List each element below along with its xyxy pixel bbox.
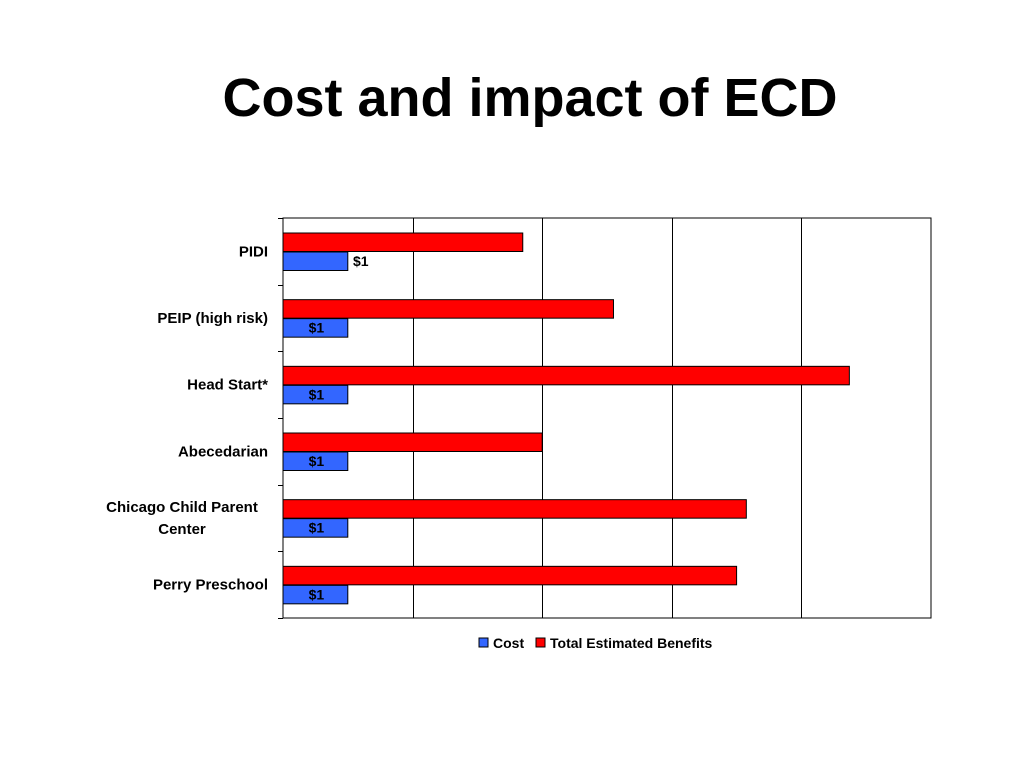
cost-data-label: $1	[309, 386, 325, 402]
cost-data-label: $1	[309, 453, 325, 469]
legend: Cost Total Estimated Benefits	[478, 635, 713, 651]
category-label: Abecedarian	[178, 443, 268, 460]
cost-data-label: $1	[309, 586, 325, 602]
bar-cost	[282, 518, 349, 538]
cost-data-label: $1	[309, 520, 325, 536]
gridlines	[278, 217, 932, 619]
cost-data-label: $1	[309, 320, 325, 336]
category-label: Perry Preschool	[153, 577, 268, 594]
legend-swatch-benefits	[535, 637, 546, 648]
bar-total-estimated-benefits	[282, 432, 543, 452]
slide-title: Cost and impact of ECD	[222, 68, 838, 128]
legend-swatch-cost	[478, 637, 489, 648]
bar-cost	[282, 384, 349, 405]
category-label: Chicago Child Parent Center	[106, 499, 258, 538]
bars	[282, 232, 850, 605]
category-label: PEIP (high risk)	[157, 310, 268, 327]
category-labels: $1 PIDI $1 PEIP (high risk) $1 Head Start* $1 A…	[106, 243, 369, 602]
plot-area-border	[282, 217, 932, 619]
legend-label: Cost	[493, 635, 524, 651]
category-label: Head Start*	[187, 377, 268, 394]
bar-cost	[282, 451, 349, 471]
cost-data-label: $1	[353, 253, 369, 269]
legend-label: Total Estimated Benefits	[550, 635, 713, 651]
bar-total-estimated-benefits	[282, 565, 738, 586]
bar-total-estimated-benefits	[282, 499, 747, 519]
bar-cost	[282, 318, 349, 338]
bar-total-estimated-benefits	[282, 299, 614, 319]
bar-total-estimated-benefits	[282, 232, 524, 252]
bar-cost	[282, 251, 349, 271]
category-label: PIDI	[239, 243, 268, 260]
bar-total-estimated-benefits	[282, 365, 850, 386]
bar-cost	[282, 584, 349, 605]
